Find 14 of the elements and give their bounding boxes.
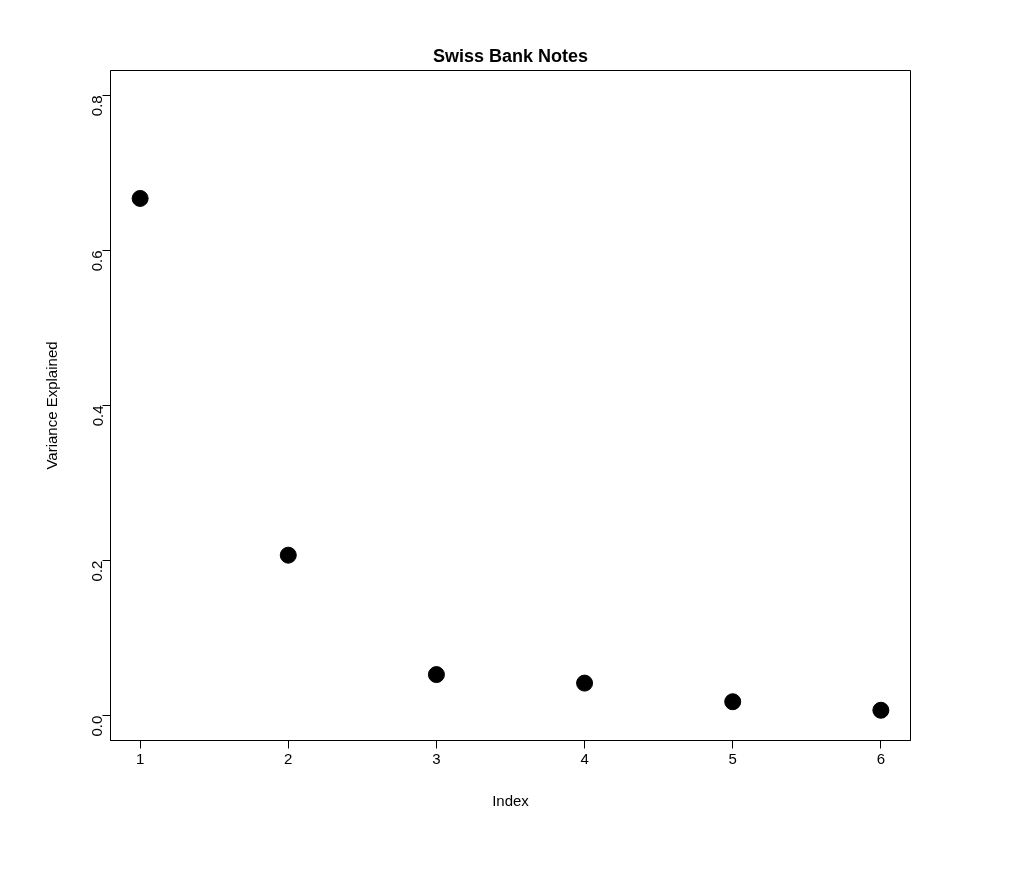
x-tick-label: 2 — [284, 749, 293, 767]
y-tick-label: 0.4 — [88, 405, 106, 427]
x-axis-title: Index — [492, 791, 530, 809]
y-tick-label: 0.2 — [88, 560, 106, 582]
x-tick-label: 6 — [876, 749, 886, 767]
y-tick-label: 0.0 — [88, 715, 106, 737]
y-axis-title: Variance Explained — [42, 341, 60, 470]
x-tick-label: 4 — [580, 749, 589, 767]
x-tick-label: 1 — [135, 749, 145, 767]
chart-title: Swiss Bank Notes — [432, 45, 589, 66]
y-tick-label: 0.6 — [88, 250, 106, 272]
x-tick-label: 5 — [728, 749, 737, 767]
x-tick-label: 3 — [432, 749, 441, 767]
y-tick-label: 0.8 — [88, 95, 106, 117]
